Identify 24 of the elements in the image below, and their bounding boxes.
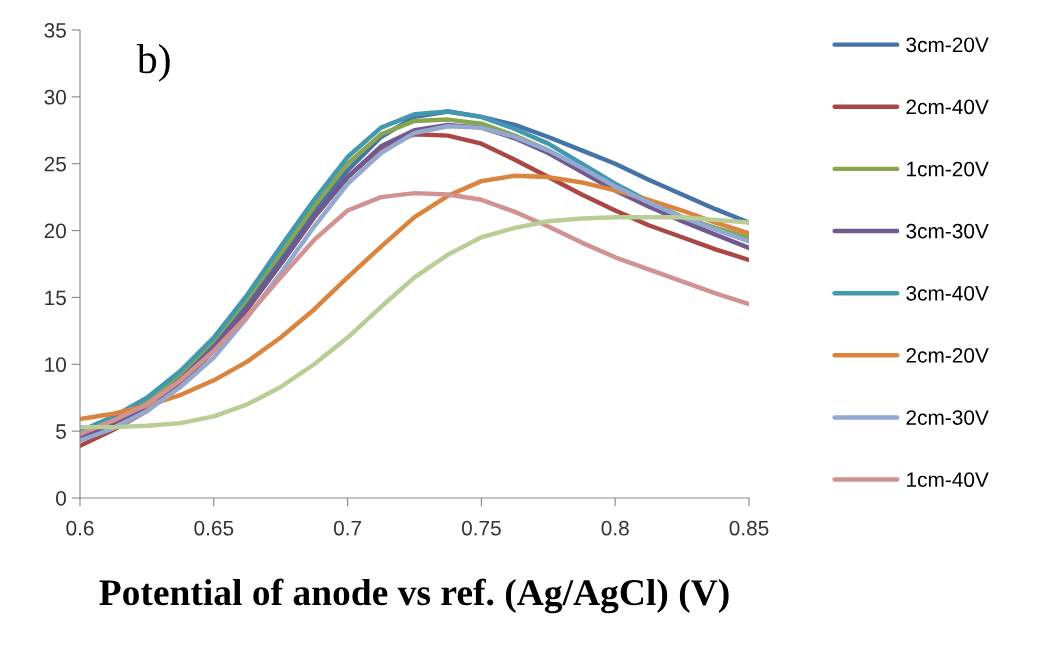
y-tick-label: 15: [45, 290, 66, 306]
legend-label: 3cm-30V: [906, 223, 989, 239]
legend-label: 1cm-20V: [907, 161, 989, 177]
legend-label: 3cm-20V: [906, 37, 989, 53]
legend-label: 2cm-20V: [906, 348, 989, 363]
legend-label: 2cm-40V: [906, 99, 989, 115]
y-tick-label: 25: [44, 156, 66, 172]
legend-label: 3cm-40V: [906, 285, 989, 301]
y-tick-label: 5: [56, 424, 66, 439]
x-tick-label: 0.85: [729, 520, 769, 536]
x-tick-label: 0.7: [333, 520, 362, 536]
annotation: b): [136, 44, 170, 82]
y-tick-label: 35: [44, 23, 66, 38]
legend-label: 1cm-40V: [907, 472, 989, 488]
y-tick-label: 30: [44, 89, 66, 105]
x-tick-label: 0.8: [601, 520, 629, 536]
y-tick-label: 0: [56, 491, 66, 506]
x-tick-label: 0.75: [461, 520, 501, 536]
x-tick-label: 0.65: [194, 520, 234, 536]
legend-label: 2cm-30V: [906, 410, 989, 425]
x-axis-title: Potential of anode vs ref. (Ag/AgCl) (V): [99, 578, 729, 614]
y-tick-label: 10: [45, 357, 66, 373]
x-tick-label: 0.6: [66, 520, 94, 536]
y-tick-label: 20: [44, 223, 66, 239]
